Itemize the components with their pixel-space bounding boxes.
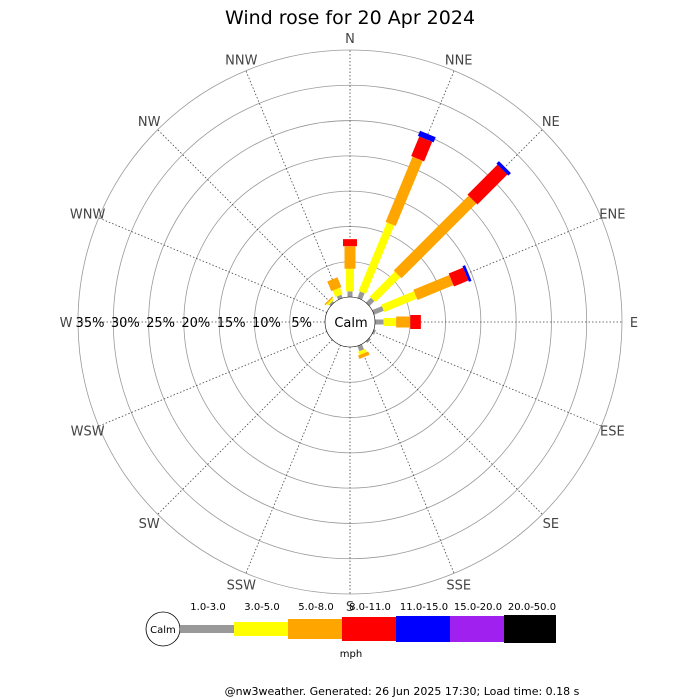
legend-label-6: 15.0-20.0: [454, 602, 502, 613]
spoke-ese: [372, 331, 602, 427]
legend-swatch-1: [180, 625, 234, 633]
bar-n-bin-3: [344, 246, 356, 269]
bar-n-bin-1: [347, 291, 353, 297]
grid-circle-6: [112, 84, 588, 560]
bar-ene-bin-3: [413, 274, 454, 300]
bar-e-bin-3: [396, 316, 411, 328]
percent-labels: 5% 10% 15% 20% 25% 30% 35%: [76, 316, 312, 331]
spoke-sw: [157, 339, 333, 515]
percent-label-35: 35%: [76, 316, 105, 331]
legend-label-7: 20.0-50.0: [508, 602, 556, 613]
bar-e-bin-2: [383, 318, 397, 326]
bar-nne-bin-5: [417, 130, 436, 143]
legend-unit: mph: [340, 649, 362, 660]
direction-label-w: W: [60, 316, 73, 331]
legend-swatch-5: [396, 616, 450, 642]
bar-ene-bin-5: [462, 265, 472, 282]
spoke-sse: [359, 344, 455, 574]
percent-label-5: 5%: [291, 316, 312, 331]
bar-nnw-bin-1: [336, 294, 343, 300]
bar-ne-bin-4: [467, 164, 508, 205]
bar-nne-bin-2: [358, 222, 395, 294]
legend-swatch-4: [342, 617, 396, 641]
calm-label: Calm: [334, 316, 367, 331]
percent-label-15: 15%: [217, 316, 246, 331]
bar-nne-bin-3: [385, 156, 423, 227]
percent-label-25: 25%: [146, 316, 175, 331]
bar-e-bin-1: [375, 319, 384, 325]
legend-calm-label: Calm: [150, 625, 176, 636]
bar-nnw-bin-3: [327, 277, 342, 292]
spoke-wnw: [98, 217, 328, 313]
speed-legend: Calm 1.0-3.0 3.0-5.0 5.0-8.0 8.0-11.0 11.0-15…: [145, 602, 556, 647]
legend-swatch-3: [288, 619, 342, 639]
direction-label-sw: SW: [139, 517, 160, 532]
legend-label-2: 3.0-5.0: [244, 602, 279, 613]
spoke-ene: [372, 217, 602, 313]
direction-label-se: SE: [543, 517, 559, 532]
direction-label-wnw: WNW: [70, 207, 106, 222]
spoke-nw: [157, 129, 333, 305]
calm-circle: [324, 296, 376, 348]
legend-label-1: 1.0-3.0: [190, 602, 225, 613]
spoke-se: [367, 339, 543, 515]
chart-title: Wind rose for 20 Apr 2024: [225, 7, 475, 29]
direction-label-sse: SSE: [446, 578, 471, 593]
bar-nne-bin-1: [357, 291, 365, 300]
direction-label-ne: NE: [542, 115, 560, 130]
direction-label-s: S: [346, 600, 354, 615]
percent-label-10: 10%: [252, 316, 281, 331]
legend-label-4: 8.0-11.0: [349, 602, 391, 613]
footer-text: @nw3weather. Generated: 26 Jun 2025 17:3…: [225, 685, 580, 698]
direction-label-nnw: NNW: [225, 54, 257, 69]
bar-se-bin-1: [365, 337, 371, 343]
bar-nw-bin-2: [326, 298, 334, 306]
direction-label-e: E: [630, 316, 638, 331]
direction-label-nne: NNE: [445, 54, 473, 69]
bar-ne-bin-5: [496, 161, 511, 176]
bar-ene-bin-4: [448, 267, 469, 287]
bar-ne-bin-2: [369, 271, 401, 303]
direction-label-nw: NW: [138, 115, 161, 130]
bar-nw-bin-3: [324, 296, 334, 306]
direction-label-ene: ENE: [599, 207, 625, 222]
bar-ene-bin-1: [372, 306, 384, 315]
bar-nw-bin-1: [329, 301, 335, 307]
bar-sse-bin-1: [357, 344, 365, 352]
legend-label-3: 5.0-8.0: [298, 602, 333, 613]
percent-label-30: 30%: [111, 316, 140, 331]
percent-label-20: 20%: [181, 316, 210, 331]
bar-ese-bin-1: [372, 329, 377, 335]
legend-swatch-6: [450, 616, 504, 642]
direction-label-n: N: [345, 32, 355, 47]
bar-sse-bin-2: [358, 348, 367, 356]
direction-label-wsw: WSW: [71, 425, 105, 440]
grid-circle-7: [77, 49, 623, 595]
wind-bars: [324, 130, 511, 359]
bar-ne-bin-1: [365, 297, 375, 307]
direction-label-ssw: SSW: [227, 578, 257, 593]
bar-e-bin-4: [410, 315, 421, 329]
bar-nnw-bin-2: [332, 287, 343, 298]
spoke-wsw: [98, 331, 328, 427]
spoke-nnw: [245, 70, 341, 300]
bar-sse-bin-3: [357, 351, 370, 359]
bar-n-bin-4: [343, 239, 357, 247]
bar-ene-bin-2: [381, 291, 418, 313]
bar-n-bin-2: [346, 268, 354, 292]
legend-swatch-7: [504, 615, 556, 643]
bar-ne-bin-3: [393, 195, 477, 279]
legend-label-5: 11.0-15.0: [400, 602, 448, 613]
legend-swatch-2: [234, 622, 288, 636]
direction-labels: N NNE NE ENE E ESE SE SSE S SSW SW WSW W WNW NW NNW: [60, 32, 639, 615]
spoke-ssw: [245, 344, 341, 574]
bar-nne-bin-4: [411, 136, 433, 162]
direction-label-ese: ESE: [600, 425, 625, 440]
